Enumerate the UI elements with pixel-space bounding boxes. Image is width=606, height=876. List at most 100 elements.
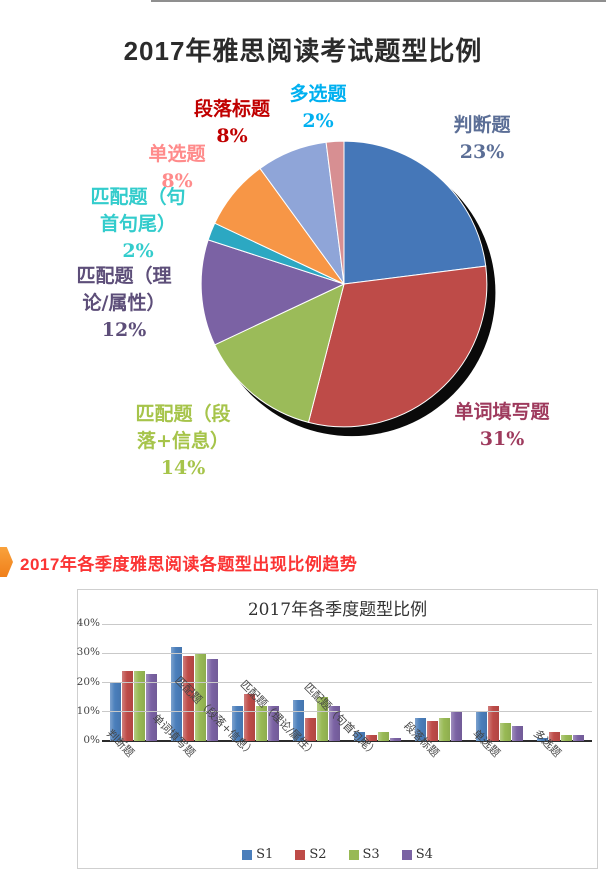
arrow-marker-icon — [0, 547, 13, 577]
pie-label-text: 匹配题（理论/属性） — [76, 265, 172, 314]
bar-plot-area: 0% 10% 20% 30% 40% — [77, 617, 592, 746]
bar-S3-6 — [500, 723, 511, 741]
bar-S4-7 — [573, 735, 584, 741]
legend-item-S2: S2 — [295, 847, 327, 862]
bar-chart-title: 2017年各季度题型比例 — [247, 600, 428, 620]
pie-label-1: 单词填写题 31% — [417, 399, 587, 453]
pie-label-value: 2% — [122, 240, 154, 262]
pie-label-value: 12% — [101, 319, 147, 341]
bar-S3-2 — [256, 705, 267, 741]
bar-S3-1 — [195, 653, 206, 741]
page-title: 2017年雅思阅读考试题型比例 — [123, 36, 483, 67]
pie-label-6: 段落标题 8% — [172, 96, 292, 150]
section-heading: 2017年各季度雅思阅读各题型出现比例趋势 — [0, 546, 357, 578]
pie-slice-0 — [343, 140, 487, 285]
pie-label-3: 匹配题（理论/属性） 12% — [74, 263, 174, 344]
bar-S1-1 — [171, 647, 182, 741]
gridline-30% — [102, 652, 592, 654]
pie-slice-2 — [214, 283, 345, 423]
pie-label-text: 单选题 — [148, 143, 206, 165]
bar-S1-2 — [232, 705, 243, 741]
bar-S3-0 — [134, 670, 145, 741]
pie-slice-1 — [307, 265, 488, 428]
y-tick-10%: 10% — [76, 704, 100, 717]
bar-S4-5 — [451, 711, 462, 741]
legend-label: S2 — [309, 847, 327, 862]
section-heading-text: 2017年各季度雅思阅读各题型出现比例趋势 — [20, 554, 358, 574]
bar-group-5 — [415, 711, 462, 741]
y-tick-40%: 40% — [76, 617, 100, 629]
pie-label-value: 14% — [160, 457, 206, 479]
legend-label: S3 — [362, 847, 380, 862]
bar-chart: 2017年各季度题型比例 0% 10% 20% 30% 40% 判断题 单词填写题 匹配题（… — [77, 589, 598, 869]
pie-label-2: 匹配题（段落+信息） 14% — [133, 401, 233, 482]
pie-label-text: 段落标题 — [193, 98, 270, 120]
bar-group-3 — [293, 697, 340, 741]
x-axis-line — [102, 740, 592, 742]
bar-group-7 — [537, 732, 584, 741]
bar-S1-6 — [476, 711, 487, 741]
legend-swatch-icon — [348, 849, 359, 860]
pie-label-text: 匹配题（段落+信息） — [135, 403, 231, 452]
pie-label-text: 多选题 — [289, 83, 347, 105]
pie-label-text: 匹配题（句首句尾） — [90, 186, 186, 235]
bar-S3-7 — [561, 735, 572, 741]
bar-group-6 — [476, 705, 523, 741]
legend-item-S4: S4 — [401, 847, 433, 862]
bar-S2-3 — [305, 717, 316, 741]
bar-S2-6 — [488, 705, 499, 741]
pie-slice-3 — [200, 239, 346, 346]
bar-group-1 — [171, 647, 218, 741]
pie-label-7: 多选题 2% — [263, 81, 373, 135]
legend-swatch-icon — [401, 849, 412, 860]
bar-S1-4 — [354, 732, 365, 741]
top-divider-line — [151, 0, 606, 2]
bar-S2-1 — [183, 656, 194, 741]
y-tick-0%: 0% — [83, 734, 100, 746]
pie-label-value: 31% — [479, 428, 525, 450]
pie-label-value: 23% — [459, 141, 505, 163]
legend-label: S4 — [415, 847, 433, 862]
bar-S3-3 — [317, 697, 328, 741]
bar-S3-5 — [439, 717, 450, 741]
bar-S2-4 — [366, 735, 377, 741]
pie-label-value: 8% — [161, 170, 193, 192]
pie-label-value: 8% — [216, 125, 248, 147]
pie-label-4: 匹配题（句首句尾） 2% — [88, 184, 188, 265]
bar-S1-5 — [415, 717, 426, 741]
pie-label-text: 判断题 — [453, 114, 511, 136]
y-tick-20%: 20% — [76, 675, 100, 688]
legend-item-S3: S3 — [348, 847, 380, 862]
bar-group-2 — [232, 694, 279, 741]
y-tick-30%: 30% — [76, 646, 100, 659]
pie-slice-7 — [325, 140, 345, 285]
gridline-40% — [102, 623, 592, 625]
pie-chart — [194, 134, 496, 437]
bar-S4-4 — [390, 738, 401, 741]
legend-swatch-icon — [242, 849, 253, 860]
bar-S4-6 — [512, 726, 523, 741]
legend-label: S1 — [256, 847, 274, 862]
gridline-20% — [102, 682, 592, 683]
pie-label-text: 单词填写题 — [454, 401, 550, 423]
legend-swatch-icon — [295, 849, 306, 860]
pie-svg — [200, 140, 496, 437]
gridline-10% — [102, 711, 592, 713]
bar-S2-5 — [427, 720, 438, 741]
bar-S2-7 — [549, 732, 560, 741]
x-axis-labels: 判断题 单词填写题 匹配题（段落+信息） 匹配题（理论/属性） 匹配题（句首句尾） 段落标… — [102, 674, 592, 845]
bar-S1-7 — [537, 738, 548, 741]
bar-S2-2 — [244, 694, 255, 741]
legend: S1 S2 S3 S4 — [78, 847, 597, 862]
bar-S1-3 — [293, 700, 304, 741]
bar-S2-0 — [122, 670, 133, 741]
pie-label-0: 判断题 23% — [417, 112, 547, 166]
bar-S4-1 — [207, 659, 218, 741]
bar-S4-0 — [146, 673, 157, 741]
bar-S4-2 — [268, 705, 279, 741]
bar-S4-3 — [329, 705, 340, 741]
pie-label-5: 单选题 8% — [122, 141, 232, 195]
bar-group-4 — [354, 732, 401, 741]
legend-item-S1: S1 — [242, 847, 273, 862]
